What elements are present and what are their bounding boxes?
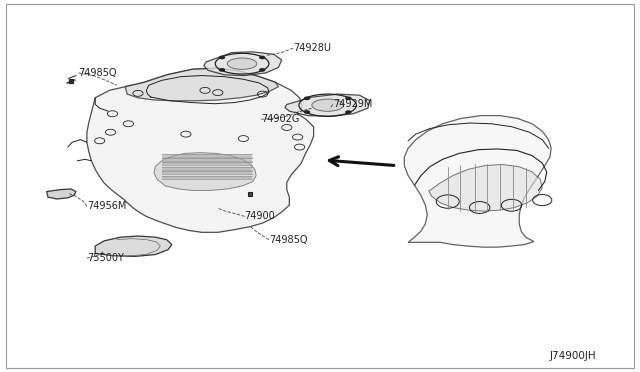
Polygon shape: [404, 116, 551, 247]
Polygon shape: [47, 189, 76, 199]
Text: 74902G: 74902G: [261, 114, 300, 124]
Text: J74900JH: J74900JH: [550, 351, 596, 361]
Ellipse shape: [227, 58, 257, 70]
Text: 74956M: 74956M: [87, 201, 126, 211]
Polygon shape: [429, 164, 542, 211]
Circle shape: [345, 110, 351, 114]
Polygon shape: [87, 68, 314, 232]
Circle shape: [304, 110, 310, 114]
Circle shape: [259, 56, 266, 59]
Circle shape: [219, 56, 225, 59]
Circle shape: [304, 96, 310, 100]
Polygon shape: [125, 68, 278, 101]
Text: 74900: 74900: [244, 211, 275, 221]
Polygon shape: [95, 236, 172, 256]
Circle shape: [345, 96, 351, 100]
Text: 74928U: 74928U: [293, 43, 331, 53]
Text: 75500Y: 75500Y: [87, 253, 124, 263]
Circle shape: [219, 68, 225, 72]
Text: 74929M: 74929M: [333, 99, 372, 109]
Text: 74985Q: 74985Q: [269, 235, 307, 245]
Ellipse shape: [312, 99, 344, 111]
Text: 74985Q: 74985Q: [79, 68, 117, 78]
Polygon shape: [154, 153, 256, 190]
Circle shape: [259, 68, 266, 72]
Polygon shape: [285, 94, 370, 116]
Polygon shape: [204, 52, 282, 76]
